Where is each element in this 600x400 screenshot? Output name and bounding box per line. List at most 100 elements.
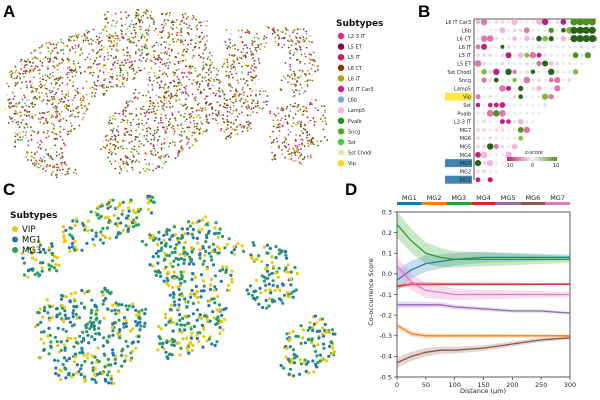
cell-point — [106, 35, 108, 37]
cell-point — [103, 79, 106, 82]
cell-point — [195, 318, 199, 322]
cell-point — [122, 112, 125, 114]
cell-point — [106, 215, 110, 219]
heat-dot — [554, 85, 561, 92]
heat-dot — [543, 70, 547, 74]
cell-point — [178, 313, 182, 317]
cell-point — [225, 265, 229, 269]
cell-point — [118, 336, 122, 340]
cell-point — [114, 153, 117, 155]
cell-point — [208, 52, 211, 54]
y-tick-label: 0.1 — [382, 250, 392, 258]
cell-point — [157, 58, 160, 61]
cell-point — [133, 221, 137, 225]
cell-point — [188, 24, 191, 27]
cell-point — [75, 371, 79, 375]
cell-point — [120, 18, 123, 20]
cell-point — [73, 96, 76, 99]
cell-point — [119, 146, 122, 149]
cell-point — [291, 125, 294, 127]
cell-point — [313, 362, 318, 366]
cell-point — [95, 213, 99, 217]
cell-point — [229, 70, 232, 73]
x-tick-label: 300 — [564, 381, 576, 389]
heat-dot — [506, 20, 511, 24]
cell-point — [231, 76, 234, 79]
cell-point — [226, 65, 229, 68]
row-label: L6 CT — [457, 37, 472, 43]
cell-point — [39, 157, 42, 160]
cell-point — [50, 82, 53, 85]
cell-point — [164, 241, 168, 246]
cell-point — [102, 92, 104, 95]
cell-point — [194, 42, 197, 45]
cell-point — [57, 350, 61, 354]
cell-point — [153, 105, 156, 108]
legend-label: Sst Chodl — [348, 151, 372, 157]
cell-point — [182, 270, 186, 274]
cell-point — [323, 136, 326, 138]
cell-point — [100, 290, 104, 294]
panel-c-legend-title: Subtypes — [10, 211, 57, 221]
cell-point — [251, 90, 253, 92]
cell-point — [109, 37, 111, 39]
cell-point — [25, 114, 28, 117]
cell-point — [186, 76, 188, 78]
cell-point — [126, 27, 129, 30]
cell-point — [163, 99, 166, 101]
heat-dot — [493, 77, 499, 83]
cell-point — [165, 276, 169, 280]
cell-point — [241, 130, 244, 133]
row-label: L6 IT Car3 — [446, 20, 471, 26]
cell-point — [156, 126, 159, 128]
cell-point — [25, 60, 28, 63]
cell-point — [251, 241, 255, 245]
cell-point — [120, 349, 124, 353]
cell-point — [256, 111, 258, 114]
cell-point — [162, 279, 166, 283]
cell-point — [308, 62, 311, 65]
cell-point — [135, 26, 137, 29]
cell-point — [289, 63, 291, 66]
cell-point — [210, 342, 214, 346]
cell-point — [122, 113, 125, 116]
cell-point — [244, 55, 247, 58]
cell-point — [281, 301, 285, 305]
cell-point — [33, 164, 36, 167]
cell-point — [163, 267, 167, 271]
cell-point — [157, 230, 161, 234]
cell-point — [64, 228, 68, 232]
cell-point — [36, 132, 39, 135]
cell-point — [102, 73, 105, 76]
cell-point — [67, 316, 71, 320]
cell-point — [39, 51, 42, 54]
cell-point — [47, 42, 50, 44]
cell-point — [288, 40, 291, 43]
cell-point — [193, 122, 196, 125]
heat-dot — [576, 18, 584, 26]
y-tick-label: -0.2 — [379, 311, 392, 319]
cell-point — [59, 38, 62, 41]
cell-point — [114, 42, 117, 45]
cell-point — [300, 87, 303, 89]
cell-point — [120, 303, 124, 307]
cell-point — [155, 41, 158, 44]
cell-point — [230, 67, 233, 70]
cell-point — [80, 288, 84, 293]
cell-point — [226, 64, 229, 66]
heat-dot — [518, 28, 523, 33]
cell-point — [122, 359, 127, 363]
cell-point — [85, 29, 88, 32]
cell-point — [190, 39, 193, 41]
heat-dot — [567, 36, 572, 41]
cell-point — [210, 77, 213, 80]
cell-point — [164, 132, 167, 134]
cell-point — [66, 45, 69, 47]
cell-point — [133, 145, 136, 148]
cell-point — [106, 357, 110, 361]
cell-point — [39, 60, 42, 62]
cell-point — [31, 155, 33, 158]
cell-point — [77, 115, 79, 118]
cell-point — [80, 363, 84, 367]
cell-point — [260, 43, 262, 46]
